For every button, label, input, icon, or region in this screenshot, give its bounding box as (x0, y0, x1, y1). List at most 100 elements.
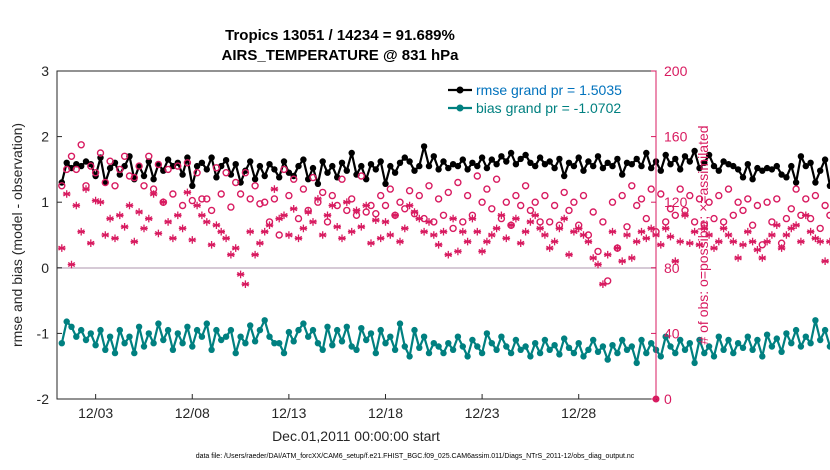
rmse-point (266, 161, 273, 168)
bias-point (763, 331, 771, 338)
rmse-point (783, 174, 790, 181)
bias-point (483, 330, 491, 337)
obs-possible-point (811, 191, 820, 200)
bias-point (247, 322, 254, 329)
rmse-point (778, 171, 785, 178)
rmse-point (590, 162, 597, 170)
obs-assimilated-point (531, 211, 539, 220)
obs-possible-point (58, 182, 66, 190)
obs-possible-point (319, 188, 327, 197)
obs-assimilated-point (188, 236, 197, 244)
x-tick-label: 12/28 (561, 405, 596, 421)
rmse-point (82, 158, 90, 165)
rmse-point (247, 158, 254, 165)
obs-assimilated-point (270, 185, 279, 193)
rmse-point (459, 156, 466, 163)
rmse-point (686, 158, 693, 165)
bias-point (532, 340, 539, 347)
bias-point (164, 326, 172, 334)
bias-point (251, 338, 259, 345)
obs-possible-point (608, 198, 617, 206)
rmse-point (498, 153, 505, 160)
obs-assimilated-point (753, 246, 762, 254)
obs-assimilated-point (352, 206, 361, 215)
obs-assimilated-point (594, 260, 602, 269)
rmse-point (715, 167, 722, 174)
bias-point (701, 349, 708, 357)
bias-point (536, 349, 544, 357)
bias-point (826, 343, 830, 350)
obs-assimilated-point (198, 211, 206, 220)
bias-point (648, 340, 655, 347)
obs-assimilated-point (343, 198, 351, 206)
rmse-point (788, 162, 795, 170)
bias-point (788, 340, 795, 347)
obs-possible-point (405, 186, 414, 195)
obs-possible-point (256, 200, 264, 208)
obs-assimilated-point (357, 223, 366, 231)
obs-assimilated-point (145, 214, 153, 223)
bias-point (449, 346, 457, 353)
rmse-point (285, 169, 293, 176)
obs-assimilated-point (251, 250, 259, 259)
bias-point (474, 343, 481, 350)
obs-possible-point (125, 172, 134, 180)
bias-point (614, 349, 621, 357)
y-tick-label: -2 (37, 391, 50, 407)
bias-point (792, 326, 800, 334)
rmse-point (324, 169, 331, 176)
bias-point (140, 343, 148, 350)
rmse-point (503, 158, 510, 165)
bias-point (425, 349, 433, 357)
bias-point (503, 343, 510, 350)
bias-point (184, 323, 191, 330)
bias-point (237, 333, 244, 340)
obs-assimilated-point (386, 231, 395, 239)
obs-possible-point (169, 190, 177, 198)
obs-possible-point (618, 191, 626, 200)
bias-point (169, 346, 177, 353)
bias-point (213, 326, 220, 334)
obs-assimilated-point (420, 227, 428, 236)
obs-assimilated-point (362, 201, 370, 210)
obs-possible-point (787, 205, 795, 213)
bias-point (759, 353, 766, 360)
rmse-point (768, 166, 776, 173)
bias-point (440, 349, 447, 357)
x-tick-label: 12/18 (368, 405, 403, 421)
bias-point (121, 340, 128, 347)
rmse-point (78, 162, 85, 170)
bias-point (672, 349, 679, 357)
rmse-point (300, 156, 307, 163)
obs-possible-point (294, 214, 303, 223)
obs-assimilated-point (318, 231, 327, 239)
obs-assimilated-point (241, 280, 250, 288)
rmse-point (488, 156, 495, 163)
obs-assimilated-point (314, 195, 322, 203)
bias-point (271, 340, 278, 347)
bias-point (193, 326, 201, 334)
obs-assimilated-point (797, 237, 805, 246)
obs-assimilated-point (603, 250, 612, 259)
bias-point (623, 346, 631, 353)
obs-assimilated-point (516, 239, 525, 247)
bias-point (590, 336, 597, 344)
obs-possible-point (357, 172, 365, 180)
obs-assimilated-point (526, 218, 535, 226)
rmse-point (478, 154, 486, 161)
bias-point (411, 326, 418, 334)
obs-possible-point (541, 191, 549, 200)
rmse-point (348, 149, 355, 157)
obs-possible-point (821, 201, 829, 210)
obs-assimilated-point (690, 227, 699, 236)
bias-point (527, 353, 534, 360)
rmse-point (826, 182, 830, 189)
bias-point (334, 326, 341, 334)
bias-point (705, 343, 713, 350)
obs-assimilated-point (430, 231, 438, 239)
obs-assimilated-point (425, 218, 433, 226)
obs-possible-point (521, 182, 530, 190)
obs-assimilated-point (488, 231, 496, 239)
rmse-point (454, 162, 462, 170)
rmse-point (725, 161, 732, 168)
